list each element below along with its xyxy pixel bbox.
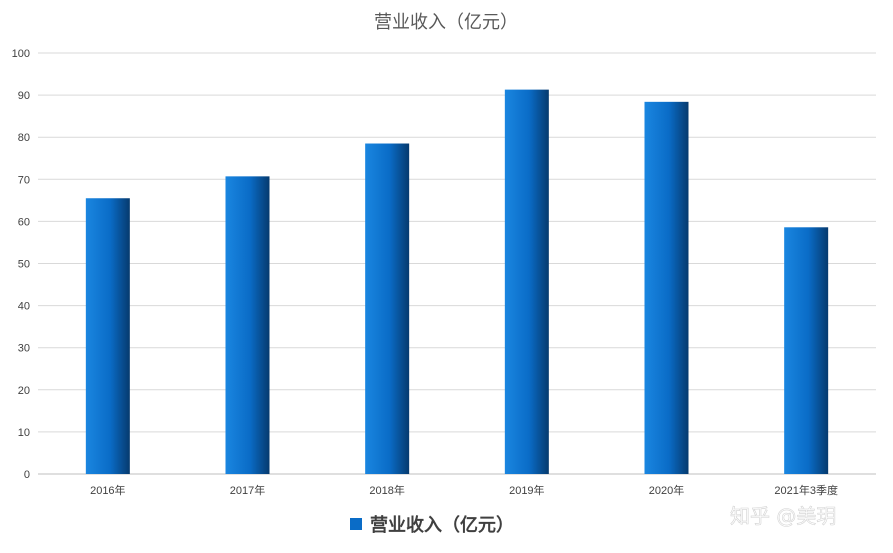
- y-tick-label: 10: [18, 427, 30, 439]
- y-tick-label: 70: [18, 174, 30, 186]
- x-tick-label: 2020年: [649, 483, 684, 497]
- chart-title: 营业收入（亿元）: [374, 12, 518, 33]
- y-tick-label: 60: [18, 216, 30, 228]
- y-tick-label: 100: [12, 48, 30, 60]
- y-tick-label: 0: [24, 469, 30, 481]
- y-tick-label: 50: [18, 259, 30, 271]
- x-tick-label: 2018年: [369, 483, 404, 497]
- bar-2021年3季度: [784, 227, 829, 474]
- y-tick-label: 90: [18, 90, 30, 102]
- x-tick-label: 2017年: [230, 483, 265, 497]
- legend: 营业收入（亿元）: [350, 514, 514, 536]
- x-tick-label: 2021年3季度: [774, 483, 838, 497]
- y-tick-label: 20: [18, 385, 30, 397]
- y-axis-tick-labels: 0 10 20 30 40 50 60 70 80 90 100: [12, 48, 30, 481]
- bar-2020年: [644, 101, 689, 474]
- bars: [85, 89, 829, 474]
- bar-2016年: [85, 198, 130, 474]
- x-axis-tick-labels: 2016年 2017年 2018年 2019年 2020年 2021年3季度: [90, 483, 838, 497]
- x-tick-label: 2019年: [509, 483, 544, 497]
- bar-2019年: [504, 89, 549, 474]
- y-tick-label: 40: [18, 301, 30, 313]
- legend-label: 营业收入（亿元）: [370, 514, 514, 536]
- watermark: 知乎 @美玥: [730, 504, 836, 528]
- bar-2018年: [365, 143, 410, 474]
- y-tick-label: 80: [18, 132, 30, 144]
- legend-swatch: [350, 518, 362, 530]
- y-tick-label: 30: [18, 343, 30, 355]
- gridlines: [38, 52, 876, 475]
- x-tick-label: 2016年: [90, 483, 125, 497]
- bar-2017年: [225, 176, 270, 474]
